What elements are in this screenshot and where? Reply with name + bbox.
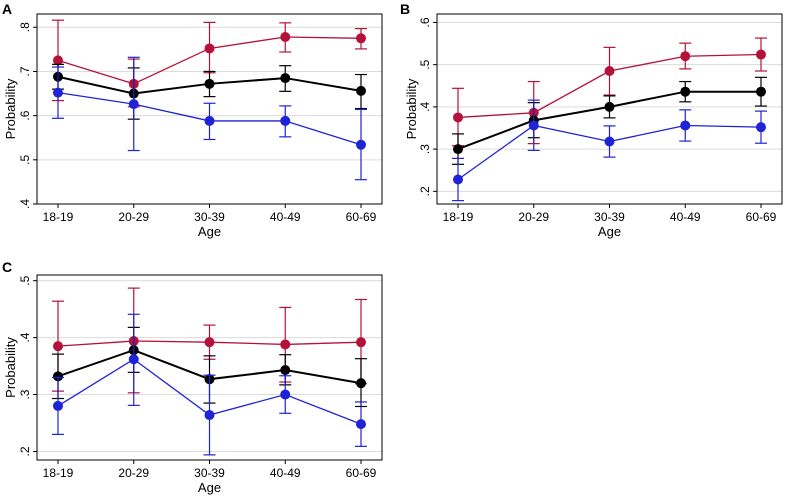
data-point-red (280, 339, 291, 350)
y-tick-label: .3 (18, 389, 32, 399)
data-point-red (680, 51, 691, 62)
series-blue (52, 313, 367, 456)
data-point-black (204, 78, 215, 89)
data-point-red (204, 337, 215, 348)
y-tick-label: .6 (418, 17, 432, 27)
data-point-black (280, 365, 291, 376)
data-point-blue (356, 139, 366, 150)
y-tick-label: .2 (418, 186, 432, 196)
y-tick-label: .4 (18, 199, 32, 209)
data-point-black (680, 86, 691, 97)
data-point-black (756, 86, 766, 97)
y-axis-title: Probability (404, 78, 419, 139)
x-tick-label: 60-69 (746, 210, 777, 224)
panel-c: C .2 .3 .4 .5 18-19 20-29 30-39 40-49 60-69 Age Pro… (2, 259, 383, 495)
x-tick-label: 20-29 (118, 466, 149, 480)
series-blue (452, 99, 767, 202)
x-tick-label: 40-49 (270, 466, 301, 480)
data-point-red (356, 337, 366, 348)
y-tick-label: .4 (418, 102, 432, 112)
data-point-red (356, 33, 366, 44)
data-point-blue (356, 419, 366, 430)
y-tick-label: .2 (18, 446, 32, 456)
data-point-red (280, 31, 291, 42)
data-point-red (53, 341, 63, 352)
x-tick-label: 20-29 (518, 210, 549, 224)
x-tick-label: 30-39 (194, 210, 225, 224)
data-point-blue (128, 99, 139, 110)
panel-letter: C (2, 259, 12, 275)
data-point-blue (604, 136, 615, 147)
x-tick-label: 20-29 (118, 210, 149, 224)
y-axis-title: Probability (3, 337, 18, 398)
x-tick-label: 40-49 (270, 210, 301, 224)
data-point-black (280, 73, 291, 84)
data-point-black (604, 101, 615, 112)
y-tick-label: .4 (18, 332, 32, 342)
data-point-blue (280, 115, 291, 126)
data-point-red (604, 66, 615, 76)
data-point-blue (204, 410, 215, 421)
panel-letter: A (2, 1, 12, 17)
x-tick-label: 18-19 (443, 210, 474, 224)
data-point-black (356, 85, 366, 96)
data-point-red (53, 55, 63, 66)
data-point-red (204, 43, 215, 54)
panel-a: A .4 .5 .6 .7 .8 18-19 20-29 30-39 40-49 60-69 Age P… (2, 1, 383, 239)
data-point-blue (53, 87, 63, 98)
data-point-blue (528, 120, 539, 131)
y-tick-label: .3 (418, 144, 432, 154)
data-point-black (53, 371, 63, 382)
series-blue (52, 56, 367, 181)
y-tick-label: .6 (18, 110, 32, 120)
x-tick-label: 18-19 (43, 210, 74, 224)
y-axis-title: Probability (3, 78, 18, 139)
x-axis-title: Age (198, 224, 221, 239)
y-tick-label: .8 (18, 22, 32, 32)
x-axis-title: Age (598, 224, 621, 239)
x-axis-title: Age (198, 480, 221, 495)
data-point-blue (756, 122, 766, 133)
y-tick-label: .5 (18, 275, 32, 285)
x-tick-label: 60-69 (346, 466, 377, 480)
x-tick-label: 40-49 (670, 210, 701, 224)
x-tick-label: 30-39 (194, 466, 225, 480)
x-tick-label: 30-39 (594, 210, 625, 224)
data-point-black (356, 378, 366, 389)
y-tick-label: .5 (418, 59, 432, 69)
y-tick-label: .5 (18, 154, 32, 164)
data-point-blue (680, 120, 691, 131)
data-point-red (453, 112, 463, 123)
data-point-blue (204, 115, 215, 126)
data-point-blue (128, 354, 139, 365)
data-point-red (756, 49, 766, 60)
panel-b: B .2 .3 .4 .5 .6 18-19 20-29 30-39 40-49 60-69 Age P… (400, 1, 783, 239)
data-point-blue (280, 389, 291, 400)
panel-letter: B (400, 1, 410, 17)
data-point-blue (453, 174, 463, 185)
x-tick-label: 18-19 (43, 466, 74, 480)
data-point-blue (53, 400, 63, 411)
data-point-black (453, 144, 463, 155)
y-tick-label: .7 (18, 66, 32, 76)
x-tick-label: 60-69 (346, 210, 377, 224)
